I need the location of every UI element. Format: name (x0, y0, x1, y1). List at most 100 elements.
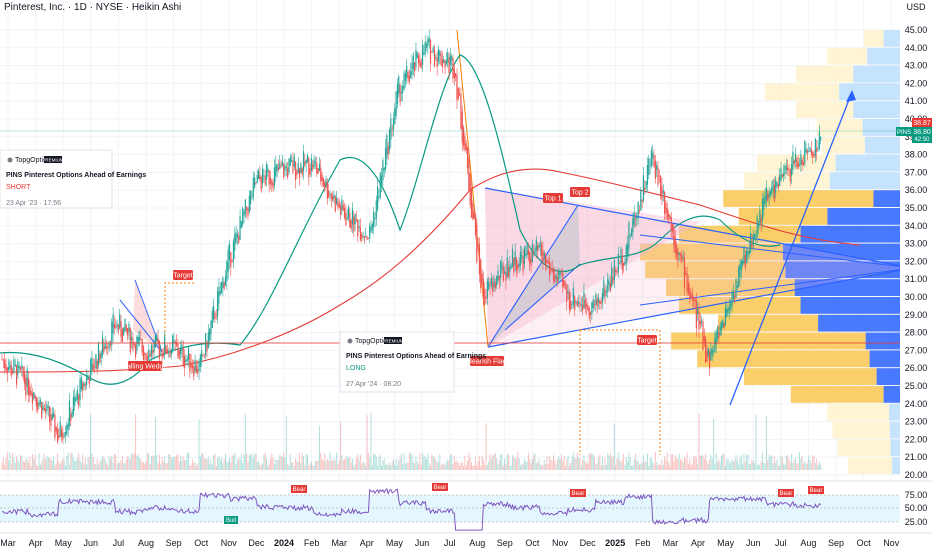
volume-bar (345, 457, 347, 470)
candle-body (488, 281, 490, 290)
idea-card-2[interactable]: TopgOptions PREMIUM PINS Pinterest Optio… (339, 331, 486, 393)
candle-body (399, 85, 401, 103)
candle-body (79, 379, 81, 401)
candle-body (412, 56, 414, 69)
volume-bar (644, 461, 646, 470)
volume-bar (500, 454, 502, 470)
candle-body (113, 323, 116, 329)
volume-bar (12, 453, 14, 470)
volume-bar (169, 454, 171, 470)
candle-body (164, 336, 166, 355)
volume-bar (281, 457, 283, 470)
volume-bar (164, 455, 166, 470)
candle-body (814, 138, 816, 156)
volume-bar (424, 456, 426, 470)
candle-body (730, 302, 732, 309)
candle-body (542, 250, 544, 263)
time-tick: Dec (248, 538, 265, 548)
volume-bar (27, 462, 29, 470)
candle-body (251, 197, 253, 199)
top1-label[interactable]: Top 1 (543, 193, 563, 203)
candle-body (589, 312, 592, 315)
candle-body (652, 152, 654, 159)
volume-bar (784, 464, 786, 470)
volume-bar (258, 461, 260, 470)
volume-bar (594, 456, 596, 470)
volume-bar (95, 464, 97, 470)
candle-body (357, 219, 359, 237)
price-tick: 33.00 (905, 239, 928, 249)
volume-bar (537, 462, 539, 470)
candle-body (477, 243, 479, 246)
volume-bar (254, 453, 256, 470)
candle-body (719, 325, 721, 336)
volume-bar (177, 453, 179, 470)
volume-bar (214, 453, 216, 470)
volume-bar (779, 465, 781, 470)
candle-body (436, 57, 438, 67)
candle-body (687, 282, 690, 294)
candle-body (169, 351, 171, 358)
price-axis[interactable]: USD 45.0044.0043.0042.0041.0040.0039.003… (900, 0, 932, 480)
volume-bar (761, 452, 763, 470)
bearish-flag-label[interactable]: Bearish Flag (467, 356, 507, 366)
candle-body (544, 254, 547, 266)
target-1-label[interactable]: Target (173, 270, 193, 280)
candle-body (309, 168, 311, 175)
price-tick: 42.00 (905, 78, 928, 88)
candle-body (784, 165, 786, 175)
volume-bar (150, 456, 152, 470)
volume-bar (53, 456, 55, 470)
volume-bar (416, 461, 418, 470)
volume-bar (484, 465, 486, 470)
currency-label: USD (906, 2, 926, 12)
candle-body (752, 234, 754, 246)
volume-bar (430, 465, 432, 470)
volume-bar (453, 455, 455, 470)
volume-bar (695, 457, 697, 470)
candle-body (550, 268, 552, 270)
candle-body (60, 428, 63, 437)
volume-bar (596, 463, 598, 470)
candle-body (464, 136, 466, 151)
candle-body (373, 212, 375, 227)
candle-body (144, 352, 146, 355)
idea-card-1[interactable]: TopgOptions PREMIUM PINS Pinterest Optio… (0, 149, 146, 209)
candle-body (480, 259, 482, 289)
volume-bar (558, 455, 560, 470)
candle-body (45, 408, 47, 414)
candle-body (168, 351, 170, 353)
volume-bar (662, 464, 664, 470)
volume-bar (679, 459, 681, 470)
candle-body (119, 314, 121, 328)
candle-body (121, 328, 123, 343)
volume-bar (694, 456, 696, 470)
volume-bar (717, 462, 719, 470)
target-2-label[interactable]: Target (637, 335, 657, 345)
volume-bar (428, 463, 430, 470)
candle-body (781, 174, 783, 177)
volume-bar (297, 461, 299, 470)
vp-bar-down (864, 136, 900, 154)
candle-body (592, 299, 594, 308)
volume-bar (742, 463, 744, 470)
candle-body (365, 235, 367, 238)
candle-body (817, 149, 819, 150)
rsi-pane[interactable]: 75.00 50.00 25.00 Bear Bear Bear Bear Be… (0, 480, 932, 531)
candle-body (384, 147, 387, 170)
volume-bar (451, 454, 453, 470)
volume-bar (513, 457, 515, 470)
candle-body (492, 282, 494, 292)
falling-wedge-label[interactable]: Falling Wedge (123, 361, 168, 371)
candle-body (790, 164, 793, 176)
top2-label[interactable]: Top 2 (570, 187, 590, 197)
volume-bar (407, 462, 409, 470)
time-axis[interactable]: Mar Apr May Jun Jul Aug Sep Oct Nov Dec 2024 Feb Mar… (0, 532, 932, 548)
bull-text: Bull (226, 518, 236, 524)
candle-body (394, 108, 396, 124)
candle-body (608, 280, 610, 286)
volume-bar (681, 458, 683, 470)
candle-body (769, 190, 772, 196)
candle-body (616, 270, 618, 274)
